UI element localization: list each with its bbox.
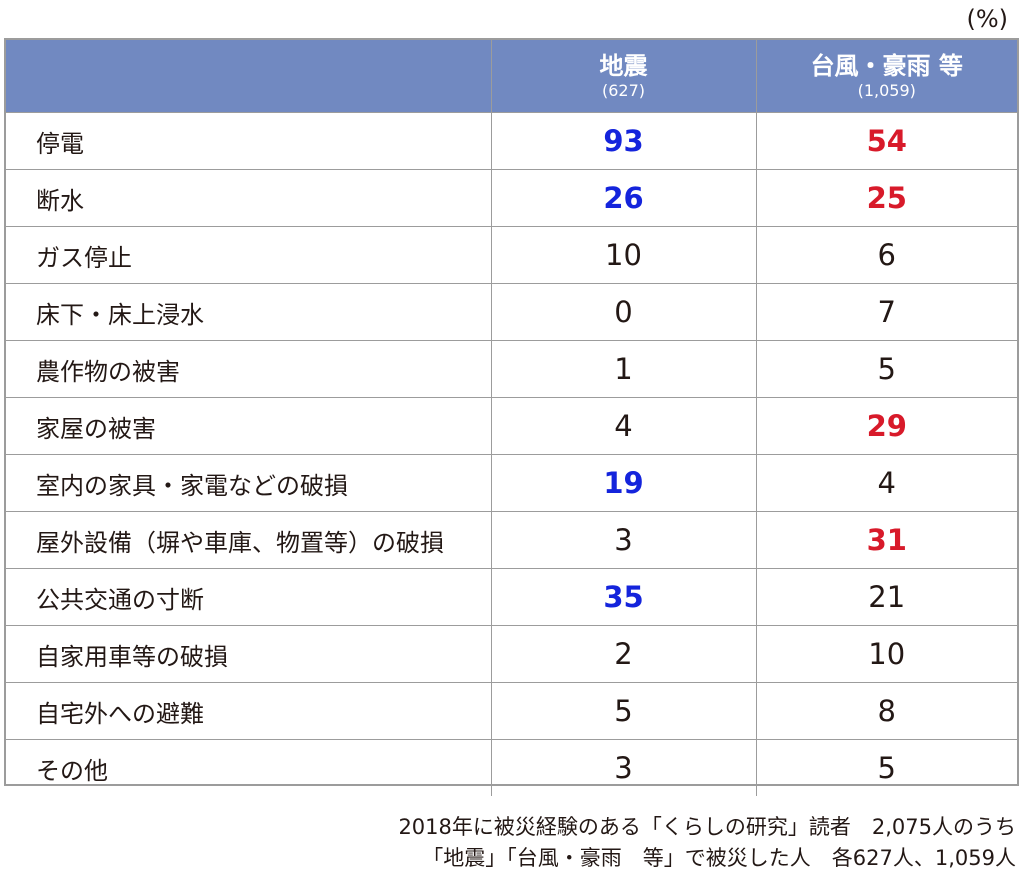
typhoon-value: 25 [755, 169, 1017, 227]
typhoon-value: 5 [755, 340, 1017, 398]
row-label: 断水 [6, 169, 491, 227]
row-label: 停電 [6, 112, 491, 170]
table-body: 停電 93 54 断水 26 25 ガス停止 10 6 床下・床上浸水 0 7 農作物の被害 1 5 家屋の被… [6, 112, 1017, 796]
header-earthquake: 地震 (627) [490, 40, 756, 113]
table-row: 自家用車等の破損 2 10 [6, 625, 1017, 683]
table-row: ガス停止 10 6 [6, 226, 1017, 284]
typhoon-value: 8 [755, 682, 1017, 740]
row-label: 室内の家具・家電などの破損 [6, 454, 491, 512]
earthquake-value: 19 [490, 454, 756, 512]
earthquake-value: 35 [490, 568, 756, 626]
earthquake-value: 93 [490, 112, 756, 170]
header-typhoon-name: 台風・豪雨 等 [810, 52, 963, 80]
source-note-line1: 2018年に被災経験のある「くらしの研究」読者 2,075人のうち [398, 815, 1016, 839]
earthquake-value: 3 [490, 511, 756, 569]
earthquake-value: 5 [490, 682, 756, 740]
header-typhoon: 台風・豪雨 等 (1,059) [755, 40, 1017, 113]
typhoon-value: 5 [755, 739, 1017, 796]
typhoon-value: 21 [755, 568, 1017, 626]
row-label: 床下・床上浸水 [6, 283, 491, 341]
table-row: 床下・床上浸水 0 7 [6, 283, 1017, 341]
row-label: その他 [6, 739, 491, 796]
table-row: 屋外設備（塀や車庫、物置等）の破損 3 31 [6, 511, 1017, 569]
header-typhoon-count: (1,059) [857, 81, 916, 100]
row-label: 自宅外への避難 [6, 682, 491, 740]
typhoon-value: 29 [755, 397, 1017, 455]
table-row: 断水 26 25 [6, 169, 1017, 227]
table-row: 停電 93 54 [6, 112, 1017, 170]
typhoon-value: 31 [755, 511, 1017, 569]
earthquake-value: 1 [490, 340, 756, 398]
row-label: 公共交通の寸断 [6, 568, 491, 626]
earthquake-value: 26 [490, 169, 756, 227]
source-note: 2018年に被災経験のある「くらしの研究」読者 2,075人のうち 「地震」「台… [398, 812, 1016, 874]
header-earthquake-name: 地震 [599, 52, 648, 80]
earthquake-value: 0 [490, 283, 756, 341]
earthquake-value: 4 [490, 397, 756, 455]
earthquake-value: 2 [490, 625, 756, 683]
source-note-line2: 「地震」「台風・豪雨 等」で被災した人 各627人、1,059人 [422, 846, 1016, 870]
table-row: 農作物の被害 1 5 [6, 340, 1017, 398]
table-row: その他 3 5 [6, 739, 1017, 796]
typhoon-value: 4 [755, 454, 1017, 512]
earthquake-value: 10 [490, 226, 756, 284]
row-label: 自家用車等の破損 [6, 625, 491, 683]
table-row: 公共交通の寸断 35 21 [6, 568, 1017, 626]
damage-table: 地震 (627) 台風・豪雨 等 (1,059) 停電 93 54 断水 26 25 ガス停… [4, 38, 1019, 796]
row-label: ガス停止 [6, 226, 491, 284]
header-corner [6, 40, 491, 113]
table-row: 家屋の被害 4 29 [6, 397, 1017, 455]
table-row: 自宅外への避難 5 8 [6, 682, 1017, 740]
unit-label: (%) [966, 5, 1008, 33]
earthquake-value: 3 [490, 739, 756, 796]
row-label: 農作物の被害 [6, 340, 491, 398]
table-row: 室内の家具・家電などの破損 19 4 [6, 454, 1017, 512]
header-earthquake-count: (627) [601, 81, 646, 100]
typhoon-value: 10 [755, 625, 1017, 683]
row-label: 家屋の被害 [6, 397, 491, 455]
typhoon-value: 54 [755, 112, 1017, 170]
table-header-row: 地震 (627) 台風・豪雨 等 (1,059) [6, 40, 1017, 113]
typhoon-value: 6 [755, 226, 1017, 284]
typhoon-value: 7 [755, 283, 1017, 341]
row-label: 屋外設備（塀や車庫、物置等）の破損 [6, 511, 491, 569]
